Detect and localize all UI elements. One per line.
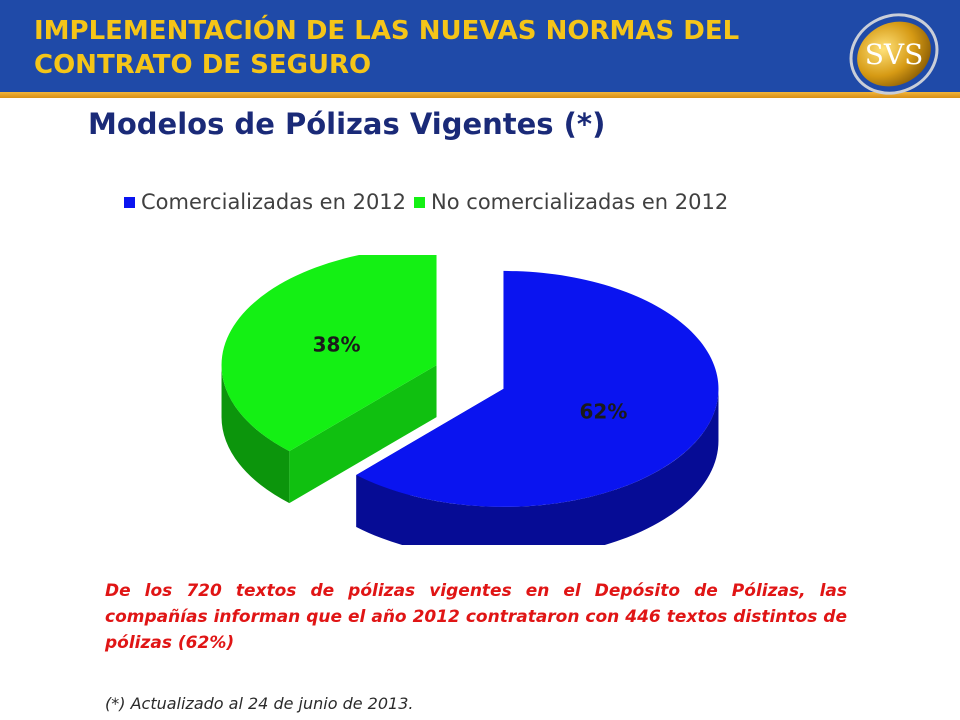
legend-swatch-green [414,196,426,208]
pie-slice-wall-1-0 [289,365,437,504]
pie-data-label-0: 62% [579,400,627,424]
chart-subtitle: Modelos de Pólizas Vigentes (*) [88,107,606,141]
summary-caption: De los 720 textos de pólizas vigentes en… [105,581,847,653]
slide-title: IMPLEMENTACIÓN DE LAS NUEVAS NORMAS DEL … [34,16,740,80]
update-footnote: (*) Actualizado al 24 de junio de 2013. [105,694,414,713]
pie-data-label-1: 38% [313,332,361,356]
pie-slice-1 [221,255,437,452]
pie-slice-0 [356,270,719,507]
header-bar [0,0,960,92]
legend-swatch-blue [124,196,135,208]
chart-legend: Comercializadas en 2012 No comercializad… [124,187,736,217]
legend-label-comercializadas: Comercializadas en 2012 [141,190,407,214]
logo-text: SVS [865,38,924,71]
pie-slice-group-0: 62% [356,270,719,545]
pie-chart: 38% 62% [221,255,719,545]
pie-slice-group-1: 38% [221,255,437,504]
pie-slice-side-1-0 [221,365,290,504]
header-divider [0,92,960,98]
legend-item-comercializadas: Comercializadas en 2012 [124,190,406,214]
legend-item-no-comercializadas: No comercializadas en 2012 [414,190,728,214]
legend-label-no-comercializadas: No comercializadas en 2012 [431,190,729,214]
pie-slice-side-0-0 [356,388,719,545]
svs-logo: SVS [849,13,939,95]
